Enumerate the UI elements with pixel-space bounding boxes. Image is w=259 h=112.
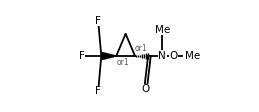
Text: N: N <box>158 51 166 61</box>
Text: O: O <box>141 84 150 94</box>
Text: F: F <box>95 16 101 26</box>
Text: O: O <box>169 51 177 61</box>
Text: F: F <box>79 51 85 61</box>
Text: F: F <box>95 86 101 96</box>
Polygon shape <box>101 52 116 60</box>
Text: or1: or1 <box>134 44 147 53</box>
Text: or1: or1 <box>116 58 129 67</box>
Text: Me: Me <box>155 25 170 35</box>
Text: Me: Me <box>185 51 200 61</box>
